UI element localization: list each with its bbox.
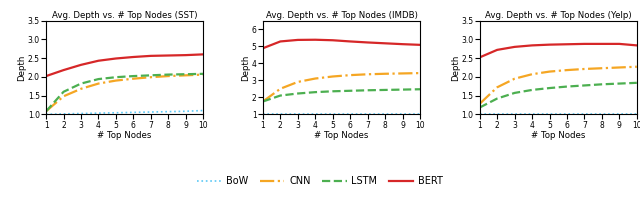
Y-axis label: Depth: Depth — [451, 54, 460, 81]
Y-axis label: Depth: Depth — [241, 54, 250, 81]
Y-axis label: Depth: Depth — [17, 54, 26, 81]
Legend: BoW, CNN, LSTM, BERT: BoW, CNN, LSTM, BERT — [193, 172, 447, 190]
X-axis label: # Top Nodes: # Top Nodes — [314, 131, 369, 140]
Title: Avg. Depth vs. # Top Nodes (Yelp): Avg. Depth vs. # Top Nodes (Yelp) — [485, 11, 632, 20]
X-axis label: # Top Nodes: # Top Nodes — [97, 131, 152, 140]
X-axis label: # Top Nodes: # Top Nodes — [531, 131, 586, 140]
Title: Avg. Depth vs. # Top Nodes (SST): Avg. Depth vs. # Top Nodes (SST) — [52, 11, 197, 20]
Title: Avg. Depth vs. # Top Nodes (IMDB): Avg. Depth vs. # Top Nodes (IMDB) — [266, 11, 417, 20]
